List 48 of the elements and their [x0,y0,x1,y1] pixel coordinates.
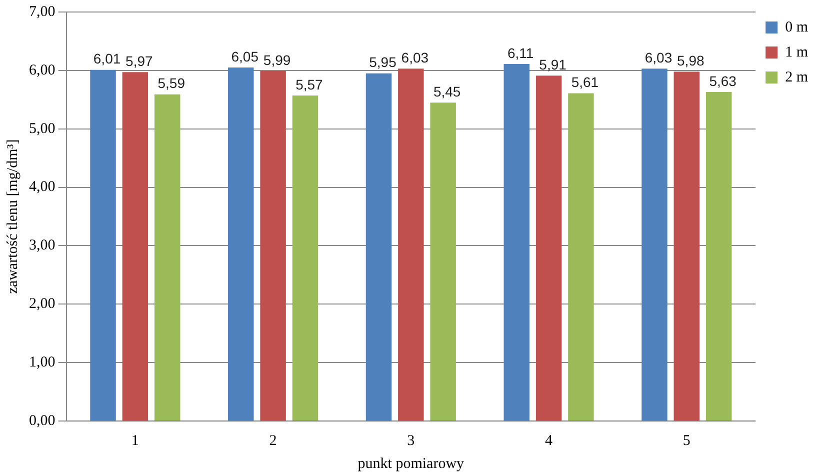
bar [642,68,668,420]
data-label: 6,05 [231,48,259,64]
y-tick-label: 7,00 [29,4,56,20]
bar [398,68,424,420]
x-axis-title: punkt pomiarowy [358,456,465,472]
y-tick-label: 0,00 [29,412,56,429]
bar [292,96,318,420]
bar [504,64,530,420]
data-label: 5,99 [263,52,291,68]
x-tick-label: 5 [682,432,690,449]
bar [260,71,286,420]
bar [706,92,732,420]
y-tick-label: 2,00 [29,296,56,312]
bar [536,76,562,420]
x-tick-label: 2 [269,432,277,449]
x-tick-label: 4 [545,432,554,449]
bar [568,93,594,420]
data-label: 5,98 [677,52,704,68]
legend-label: 0 m [785,19,808,36]
data-label: 6,11 [508,44,534,61]
bar [430,102,456,420]
data-label: 5,95 [369,54,397,70]
data-label: 5,63 [709,72,737,89]
data-label: 6,03 [644,50,672,66]
bar [674,72,700,420]
x-tick-label: 1 [131,432,139,449]
data-label: 5,59 [158,75,186,92]
bar [90,70,116,420]
y-tick-label: 4,00 [29,179,56,196]
bar [154,94,180,420]
y-tick-label: 5,00 [29,120,56,137]
data-label: 5,91 [539,56,567,73]
x-tick-label: 3 [407,432,415,449]
y-tick-label: 6,00 [29,62,56,78]
bar [228,68,254,420]
bar [366,73,392,420]
data-label: 5,45 [433,83,461,100]
data-label: 5,57 [296,76,324,92]
data-label: 6,03 [401,50,429,66]
data-label: 6,01 [93,50,121,67]
y-tick-label: 3,00 [29,238,56,254]
y-axis-title: zawartość tlenu [mg/dm³] [4,139,21,294]
legend-label: 2 m [785,69,808,86]
y-tick-label: 1,00 [29,354,56,371]
data-label: 5,97 [126,53,154,70]
bar [122,72,148,420]
legend-label: 1 m [785,44,808,60]
data-label: 5,61 [571,74,599,90]
